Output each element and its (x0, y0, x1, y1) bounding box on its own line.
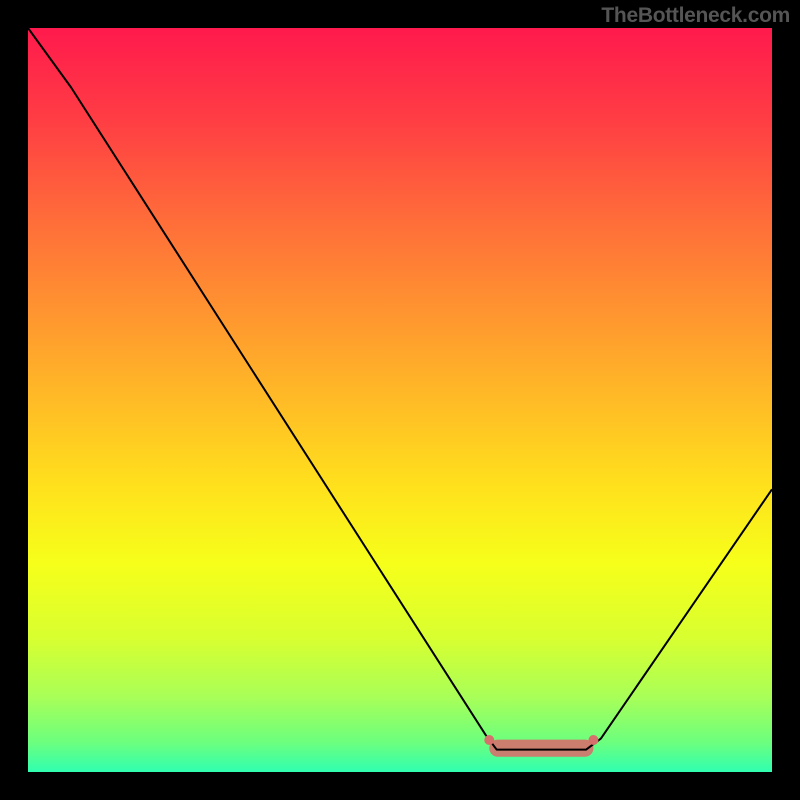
valley-marker (484, 735, 494, 745)
gradient-background (28, 28, 772, 772)
chart-canvas (0, 0, 800, 800)
valley-marker (588, 735, 598, 745)
watermark-text: TheBottleneck.com (601, 4, 790, 28)
bottleneck-chart: TheBottleneck.com (0, 0, 800, 800)
valley-bar-highlight (489, 740, 593, 757)
